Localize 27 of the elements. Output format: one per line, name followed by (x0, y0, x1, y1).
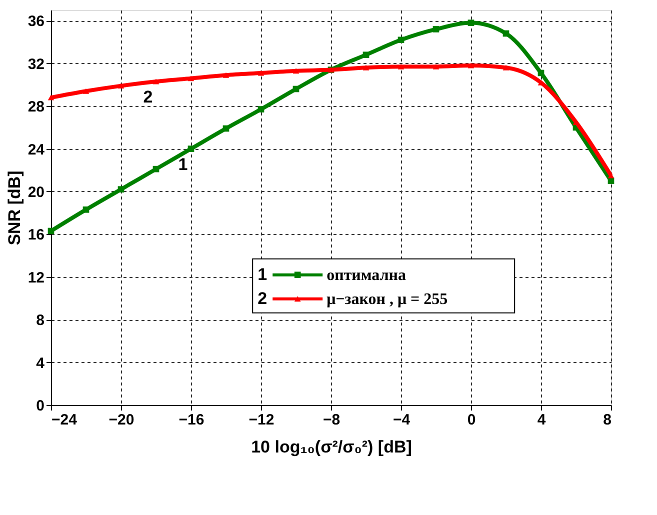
y-tick-label: 20 (28, 184, 44, 201)
y-tick-label: 8 (36, 312, 44, 330)
annotation: 1 (178, 154, 188, 174)
x-tick-label: −20 (108, 412, 134, 428)
x-tick-label: 4 (537, 412, 546, 428)
x-axis-title: 10 log₁₀(σ²/σ₀²) [dB] (251, 438, 412, 456)
y-tick-label: 28 (28, 98, 44, 116)
annotation: 2 (143, 88, 153, 107)
x-tick-label: −24 (52, 412, 78, 428)
x-tick-label: −12 (248, 412, 274, 428)
x-tick-label: −16 (178, 412, 204, 428)
y-tick-label: 4 (36, 354, 46, 372)
y-axis-title: SNR [dB] (4, 170, 24, 246)
x-tick-label: −4 (392, 412, 411, 428)
y-tick-label: 32 (28, 56, 44, 73)
legend-label: μ−закон , μ = 255 (326, 290, 448, 308)
y-tick-label: 16 (28, 226, 44, 244)
y-tick-label: 0 (36, 398, 44, 414)
text: 2 (258, 288, 268, 308)
y-tick-label: 24 (28, 141, 46, 158)
x-tick-label: −8 (322, 412, 340, 428)
x-tick-label: 0 (467, 412, 476, 428)
y-tick-label: 36 (28, 13, 44, 30)
x-tick-label: 8 (603, 412, 612, 428)
legend-label: оптимална (326, 266, 406, 284)
y-tick-label: 12 (28, 269, 44, 286)
text: 1 (258, 264, 268, 284)
